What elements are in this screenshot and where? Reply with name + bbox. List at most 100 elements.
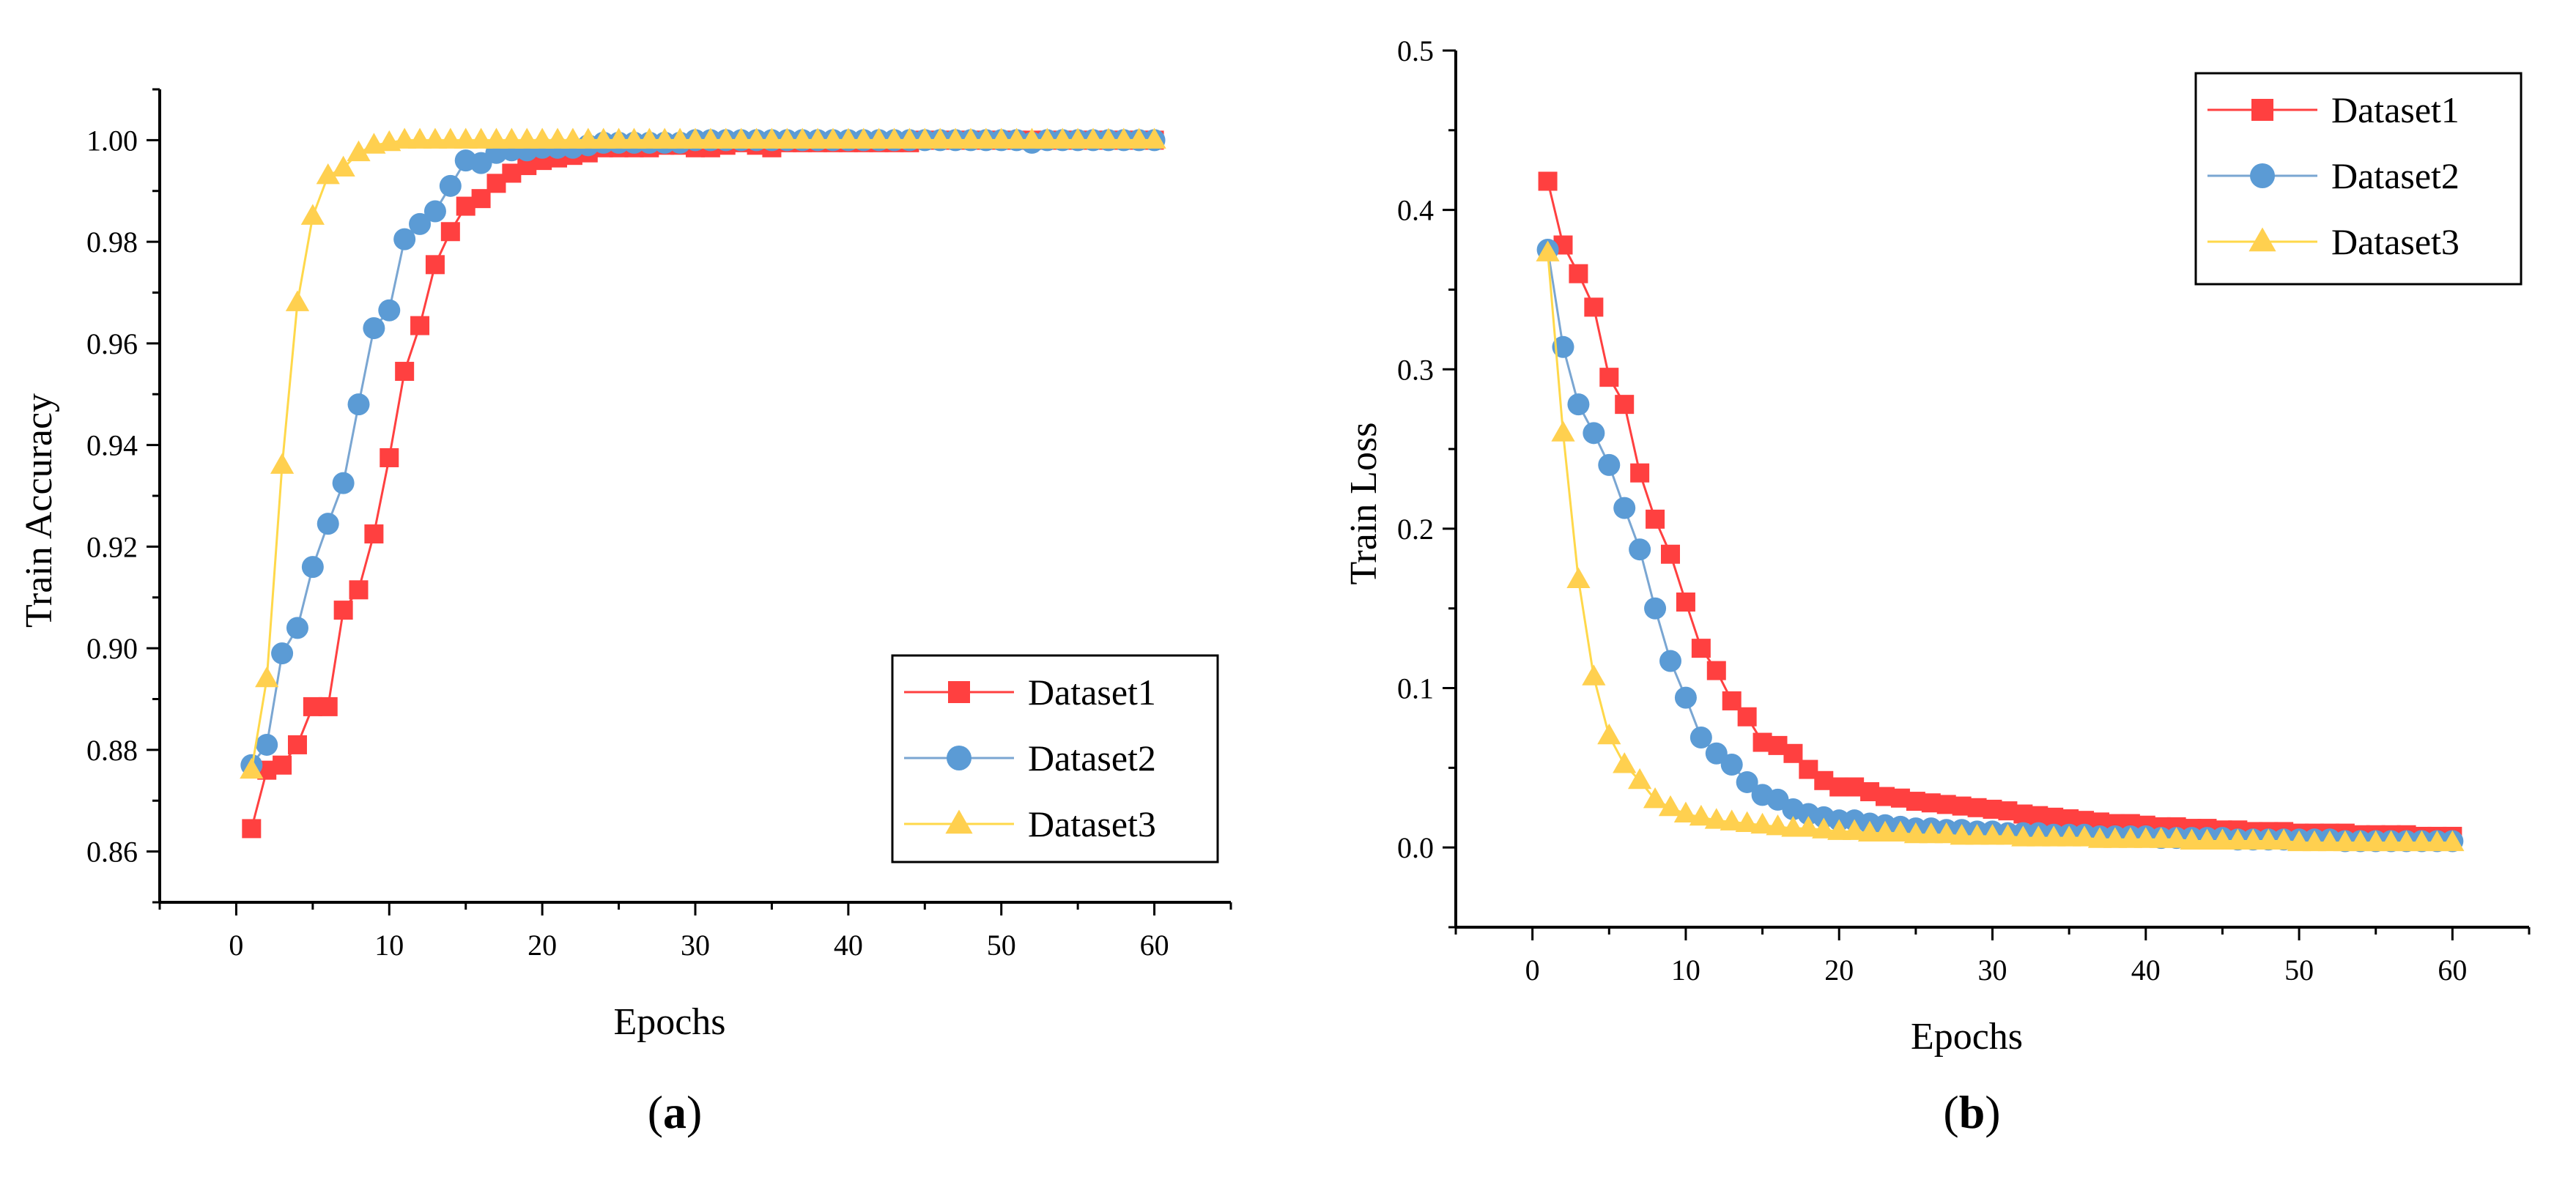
series-line: [1547, 249, 2453, 842]
legend-marker: [947, 746, 971, 770]
data-point: [607, 127, 631, 149]
data-point: [775, 127, 799, 149]
data-point: [1950, 824, 1974, 845]
data-point: [1629, 538, 1651, 561]
panel-label-open-paren: (: [648, 1086, 663, 1138]
legend-item-dataset1: Dataset1: [2207, 89, 2460, 130]
data-point: [821, 127, 845, 149]
data-point: [2118, 827, 2142, 848]
data-point: [423, 127, 448, 149]
y-tick-label: 0.86: [86, 836, 138, 869]
legend-label: Dataset3: [1028, 803, 1156, 844]
data-point: [1996, 824, 2020, 845]
legend-item-dataset2: Dataset2: [904, 738, 1156, 779]
data-point: [331, 155, 355, 177]
data-point: [1111, 127, 1136, 149]
data-point: [637, 127, 662, 149]
data-point: [2072, 825, 2097, 847]
data-point: [1827, 819, 1851, 840]
data-point: [240, 757, 264, 779]
legend-item-dataset3: Dataset3: [904, 803, 1156, 844]
x-axis-label: Epochs: [1911, 1016, 2023, 1058]
data-point: [2410, 830, 2434, 852]
data-point: [425, 255, 445, 275]
data-point: [1630, 463, 1650, 483]
y-tick-label: 1.00: [86, 124, 138, 157]
data-point: [270, 453, 295, 474]
y-tick-label: 0.94: [86, 429, 138, 462]
data-point: [2027, 825, 2051, 847]
data-point: [805, 127, 830, 149]
chart-panel-a: 0 10 20 30 40 50 60 0.86 0.88 0.90 0.92 0.94 0.96 0.9…: [18, 88, 1232, 1138]
data-point: [1783, 743, 1803, 763]
panel-label-close-paren: ): [686, 1086, 702, 1138]
data-point: [2440, 830, 2465, 852]
data-point: [318, 696, 338, 716]
data-point: [286, 617, 308, 639]
data-point: [2164, 827, 2188, 848]
data-point: [851, 127, 876, 149]
data-point: [2302, 830, 2327, 852]
data-point: [1613, 497, 1636, 519]
data-point: [1081, 127, 1106, 149]
legend-item-dataset1: Dataset1: [904, 672, 1156, 713]
data-point: [1051, 127, 1075, 149]
data-point: [2149, 827, 2173, 848]
data-point: [729, 127, 753, 149]
data-point: [349, 580, 369, 600]
y-tick-label: 0.3: [1397, 353, 1434, 386]
data-point: [1613, 752, 1637, 773]
data-point: [1781, 816, 1805, 837]
panel-label-open-paren: (: [1943, 1086, 1958, 1138]
series-dataset3: [240, 127, 1166, 779]
data-point: [347, 393, 370, 416]
y-tick-label: 0.5: [1397, 34, 1434, 67]
data-point: [317, 513, 339, 535]
data-point: [1736, 770, 1758, 793]
data-point: [2241, 828, 2265, 850]
panel-label-close-paren: ): [1985, 1086, 2000, 1138]
data-point: [256, 733, 278, 756]
data-point: [2348, 830, 2372, 852]
data-point: [653, 127, 677, 149]
data-point: [454, 127, 478, 149]
data-point: [1597, 723, 1621, 745]
data-point: [1873, 820, 1898, 842]
panel-label: (a): [648, 1086, 703, 1138]
data-point: [2226, 828, 2250, 850]
data-point: [2333, 830, 2357, 852]
series-line: [1547, 253, 2453, 844]
data-point: [683, 127, 708, 149]
x-tick-label: 40: [834, 929, 863, 962]
data-point: [1569, 264, 1588, 283]
data-point: [2103, 827, 2128, 848]
data-point: [439, 174, 462, 197]
data-point: [1567, 393, 1590, 416]
legend-marker: [2251, 99, 2273, 121]
legend-item-dataset2: Dataset2: [2207, 155, 2460, 196]
data-point: [500, 127, 524, 149]
data-point: [1720, 809, 1744, 831]
data-point: [2317, 830, 2342, 852]
data-point: [2364, 830, 2388, 852]
data-point: [1903, 822, 1928, 844]
data-point: [1536, 240, 1560, 261]
data-point: [1643, 787, 1668, 809]
y-tick-label: 0.92: [86, 530, 138, 563]
x-tick-label: 50: [2284, 954, 2314, 987]
data-point: [1843, 819, 1867, 840]
chart-panel-b: 0 10 20 30 40 50 60 0.0 0.1 0.2 0.3 0.4 0.5 Epochs Tra…: [1343, 34, 2531, 1138]
data-point: [1628, 768, 1652, 790]
x-tick-label: 10: [374, 929, 404, 962]
data-point: [867, 127, 891, 149]
data-point: [1674, 686, 1697, 709]
data-point: [744, 127, 769, 149]
data-point: [1646, 509, 1665, 529]
data-point: [2042, 825, 2066, 847]
data-point: [2180, 828, 2204, 850]
data-point: [393, 127, 417, 149]
x-tick-label: 0: [229, 929, 243, 962]
y-axis-label: Train Accuracy: [18, 393, 60, 628]
data-point: [882, 127, 906, 149]
